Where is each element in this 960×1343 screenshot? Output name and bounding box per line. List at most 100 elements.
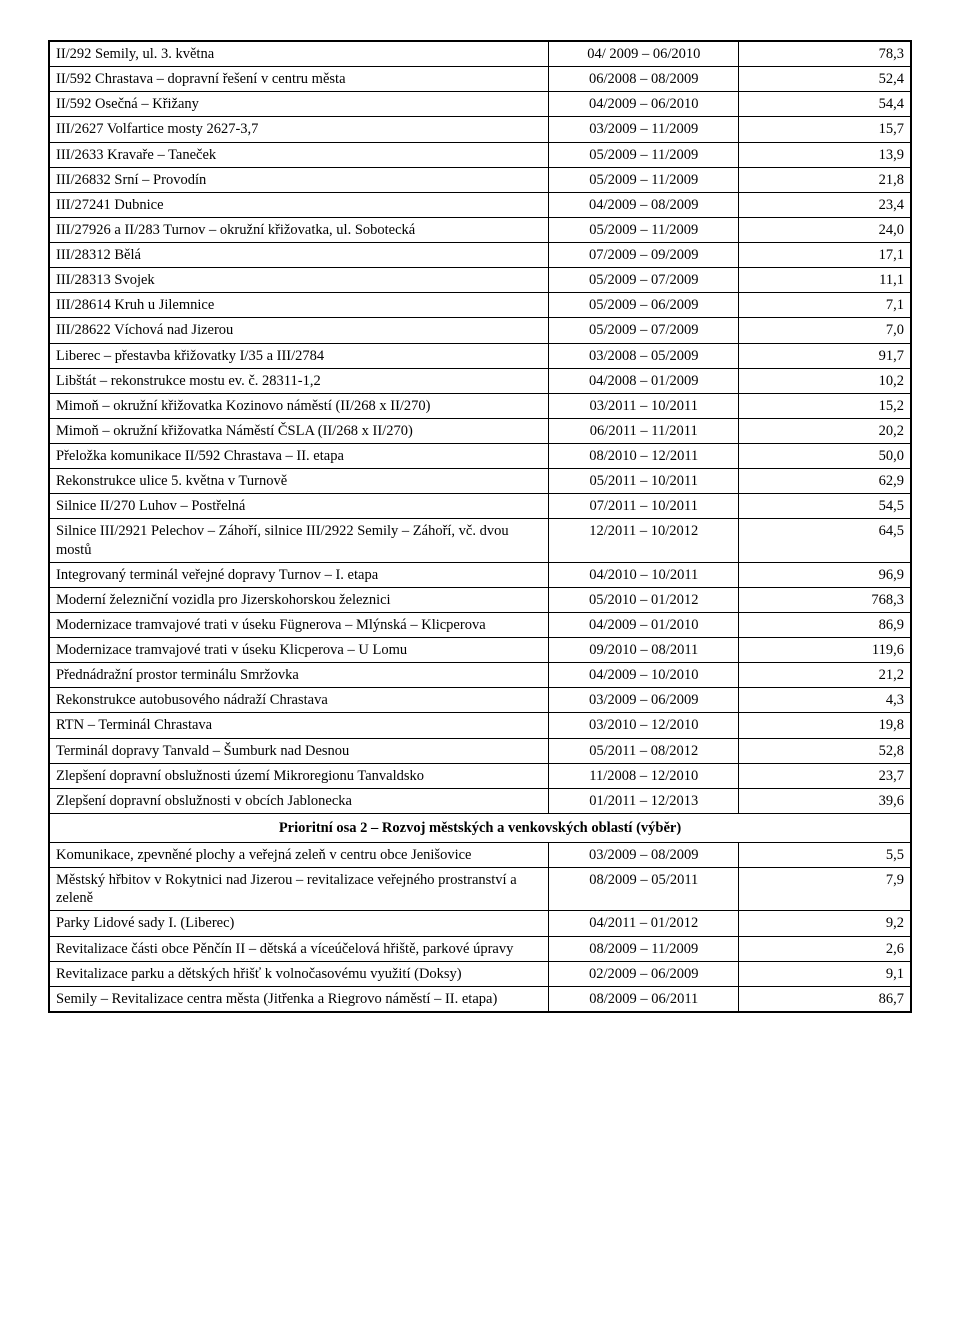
project-value: 7,9: [739, 868, 911, 911]
table-row: Modernizace tramvajové trati v úseku Füg…: [49, 612, 911, 637]
project-dates: 03/2008 – 05/2009: [549, 343, 739, 368]
project-value: 39,6: [739, 788, 911, 813]
project-name: Mimoň – okružní křižovatka Náměstí ČSLA …: [49, 418, 549, 443]
project-dates: 04/2009 – 08/2009: [549, 192, 739, 217]
table-row: III/2627 Volfartice mosty 2627-3,703/200…: [49, 117, 911, 142]
project-dates: 03/2009 – 06/2009: [549, 688, 739, 713]
project-value: 54,4: [739, 92, 911, 117]
table-row: Zlepšení dopravní obslužnosti v obcích J…: [49, 788, 911, 813]
project-name: Liberec – přestavba křižovatky I/35 a II…: [49, 343, 549, 368]
project-dates: 09/2010 – 08/2011: [549, 638, 739, 663]
table-row: RTN – Terminál Chrastava03/2010 – 12/201…: [49, 713, 911, 738]
project-name: Komunikace, zpevněné plochy a veřejná ze…: [49, 843, 549, 868]
project-value: 23,4: [739, 192, 911, 217]
project-dates: 04/2011 – 01/2012: [549, 911, 739, 936]
table-row: II/292 Semily, ul. 3. května04/ 2009 – 0…: [49, 41, 911, 67]
section-header-row: Prioritní osa 2 – Rozvoj městských a ven…: [49, 813, 911, 842]
table-row: III/27926 a II/283 Turnov – okružní křiž…: [49, 217, 911, 242]
project-name: III/28313 Svojek: [49, 268, 549, 293]
project-value: 7,0: [739, 318, 911, 343]
project-name: Modernizace tramvajové trati v úseku Kli…: [49, 638, 549, 663]
project-dates: 05/2010 – 01/2012: [549, 587, 739, 612]
project-name: Městský hřbitov v Rokytnici nad Jizerou …: [49, 868, 549, 911]
table-row: II/592 Chrastava – dopravní řešení v cen…: [49, 67, 911, 92]
project-value: 119,6: [739, 638, 911, 663]
project-value: 21,2: [739, 663, 911, 688]
project-name: III/28622 Víchová nad Jizerou: [49, 318, 549, 343]
project-dates: 05/2011 – 10/2011: [549, 469, 739, 494]
project-dates: 04/2009 – 01/2010: [549, 612, 739, 637]
table-row: Revitalizace části obce Pěnčín II – děts…: [49, 936, 911, 961]
project-value: 15,7: [739, 117, 911, 142]
table-row: III/28614 Kruh u Jilemnice05/2009 – 06/2…: [49, 293, 911, 318]
project-dates: 05/2009 – 06/2009: [549, 293, 739, 318]
project-name: Zlepšení dopravní obslužnosti území Mikr…: [49, 763, 549, 788]
project-name: Terminál dopravy Tanvald – Šumburk nad D…: [49, 738, 549, 763]
project-dates: 03/2009 – 11/2009: [549, 117, 739, 142]
project-value: 9,2: [739, 911, 911, 936]
project-value: 20,2: [739, 418, 911, 443]
table-row: Městský hřbitov v Rokytnici nad Jizerou …: [49, 868, 911, 911]
project-dates: 04/2010 – 10/2011: [549, 562, 739, 587]
project-name: III/2627 Volfartice mosty 2627-3,7: [49, 117, 549, 142]
table-row: III/28313 Svojek05/2009 – 07/200911,1: [49, 268, 911, 293]
project-value: 19,8: [739, 713, 911, 738]
project-dates: 04/ 2009 – 06/2010: [549, 41, 739, 67]
table-row: II/592 Osečná – Křižany04/2009 – 06/2010…: [49, 92, 911, 117]
project-dates: 04/2008 – 01/2009: [549, 368, 739, 393]
table-row: Přeložka komunikace II/592 Chrastava – I…: [49, 444, 911, 469]
project-value: 50,0: [739, 444, 911, 469]
project-dates: 04/2009 – 10/2010: [549, 663, 739, 688]
table-row: Silnice III/2921 Pelechov – Záhoří, siln…: [49, 519, 911, 562]
project-value: 9,1: [739, 961, 911, 986]
project-value: 86,7: [739, 986, 911, 1012]
project-dates: 08/2009 – 06/2011: [549, 986, 739, 1012]
project-name: Rekonstrukce autobusového nádraží Chrast…: [49, 688, 549, 713]
project-value: 15,2: [739, 393, 911, 418]
project-value: 23,7: [739, 763, 911, 788]
project-name: III/27241 Dubnice: [49, 192, 549, 217]
project-value: 768,3: [739, 587, 911, 612]
project-name: Revitalizace části obce Pěnčín II – děts…: [49, 936, 549, 961]
project-dates: 01/2011 – 12/2013: [549, 788, 739, 813]
project-dates: 07/2011 – 10/2011: [549, 494, 739, 519]
table-row: Přednádražní prostor terminálu Smržovka0…: [49, 663, 911, 688]
project-name: Moderní železniční vozidla pro Jizerskoh…: [49, 587, 549, 612]
project-name: III/28614 Kruh u Jilemnice: [49, 293, 549, 318]
project-dates: 05/2009 – 11/2009: [549, 167, 739, 192]
project-value: 13,9: [739, 142, 911, 167]
table-row: Rekonstrukce autobusového nádraží Chrast…: [49, 688, 911, 713]
project-name: Semily – Revitalizace centra města (Jitř…: [49, 986, 549, 1012]
project-value: 5,5: [739, 843, 911, 868]
table-row: Semily – Revitalizace centra města (Jitř…: [49, 986, 911, 1012]
table-row: III/28622 Víchová nad Jizerou05/2009 – 0…: [49, 318, 911, 343]
project-name: Silnice II/270 Luhov – Postřelná: [49, 494, 549, 519]
project-value: 2,6: [739, 936, 911, 961]
project-name: Zlepšení dopravní obslužnosti v obcích J…: [49, 788, 549, 813]
table-row: III/28312 Bělá07/2009 – 09/200917,1: [49, 243, 911, 268]
table-row: Moderní železniční vozidla pro Jizerskoh…: [49, 587, 911, 612]
project-name: Silnice III/2921 Pelechov – Záhoří, siln…: [49, 519, 549, 562]
table-row: Rekonstrukce ulice 5. května v Turnově05…: [49, 469, 911, 494]
table-row: Terminál dopravy Tanvald – Šumburk nad D…: [49, 738, 911, 763]
projects-table: II/292 Semily, ul. 3. května04/ 2009 – 0…: [48, 40, 912, 1013]
project-value: 21,8: [739, 167, 911, 192]
project-dates: 02/2009 – 06/2009: [549, 961, 739, 986]
project-dates: 05/2009 – 11/2009: [549, 142, 739, 167]
project-value: 24,0: [739, 217, 911, 242]
project-name: II/292 Semily, ul. 3. května: [49, 41, 549, 67]
project-value: 11,1: [739, 268, 911, 293]
project-value: 52,4: [739, 67, 911, 92]
project-name: II/592 Osečná – Křižany: [49, 92, 549, 117]
project-value: 54,5: [739, 494, 911, 519]
project-name: III/2633 Kravaře – Taneček: [49, 142, 549, 167]
table-row: Zlepšení dopravní obslužnosti území Mikr…: [49, 763, 911, 788]
project-name: Parky Lidové sady I. (Liberec): [49, 911, 549, 936]
project-dates: 04/2009 – 06/2010: [549, 92, 739, 117]
project-dates: 05/2009 – 07/2009: [549, 268, 739, 293]
project-dates: 05/2009 – 07/2009: [549, 318, 739, 343]
project-dates: 05/2009 – 11/2009: [549, 217, 739, 242]
project-name: Přednádražní prostor terminálu Smržovka: [49, 663, 549, 688]
table-row: Mimoň – okružní křižovatka Kozinovo námě…: [49, 393, 911, 418]
project-dates: 11/2008 – 12/2010: [549, 763, 739, 788]
